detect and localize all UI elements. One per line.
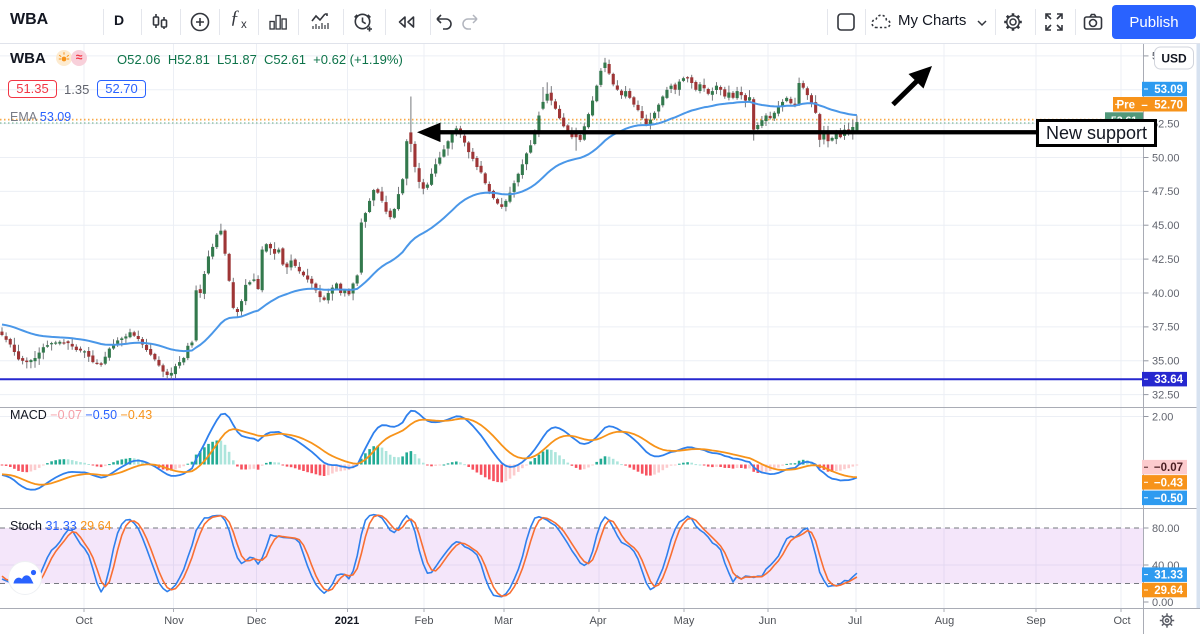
svg-text:47.50: 47.50 xyxy=(1152,186,1180,198)
svg-text:35.00: 35.00 xyxy=(1152,356,1180,368)
svg-text:80.00: 80.00 xyxy=(1152,523,1180,535)
svg-text:May: May xyxy=(674,615,695,627)
svg-text:40.00: 40.00 xyxy=(1152,288,1180,300)
svg-text:Jun: Jun xyxy=(759,615,777,627)
svg-text:Apr: Apr xyxy=(589,615,606,627)
svg-text:Dec: Dec xyxy=(247,615,267,627)
svg-text:−0.43: −0.43 xyxy=(1154,477,1183,489)
svg-text:Oct: Oct xyxy=(1113,615,1130,627)
svg-text:Oct: Oct xyxy=(75,615,92,627)
svg-text:USD: USD xyxy=(1161,52,1187,66)
svg-text:Mar: Mar xyxy=(494,615,513,627)
svg-text:50.00: 50.00 xyxy=(1152,152,1180,164)
svg-text:0.00: 0.00 xyxy=(1152,597,1173,609)
svg-text:Aug: Aug xyxy=(935,615,955,627)
svg-text:53.09: 53.09 xyxy=(1154,84,1183,96)
svg-text:52.50: 52.50 xyxy=(1152,118,1180,130)
svg-text:−0.07: −0.07 xyxy=(1154,462,1183,474)
svg-text:45.00: 45.00 xyxy=(1152,220,1180,232)
svg-text:37.50: 37.50 xyxy=(1152,322,1180,334)
svg-text:42.50: 42.50 xyxy=(1152,254,1180,266)
svg-text:−0.50: −0.50 xyxy=(1154,493,1183,505)
svg-text:32.50: 32.50 xyxy=(1152,389,1180,401)
svg-text:29.64: 29.64 xyxy=(1154,585,1183,597)
svg-text:Nov: Nov xyxy=(164,615,184,627)
svg-text:Sep: Sep xyxy=(1026,615,1046,627)
svg-text:2021: 2021 xyxy=(335,615,359,627)
svg-text:Jul: Jul xyxy=(848,615,862,627)
svg-text:Pre – 52.70: Pre – 52.70 xyxy=(1117,99,1184,111)
svg-text:31.33: 31.33 xyxy=(1154,570,1183,582)
svg-text:Feb: Feb xyxy=(415,615,434,627)
svg-text:33.64: 33.64 xyxy=(1154,374,1183,386)
svg-text:2.00: 2.00 xyxy=(1152,411,1173,423)
